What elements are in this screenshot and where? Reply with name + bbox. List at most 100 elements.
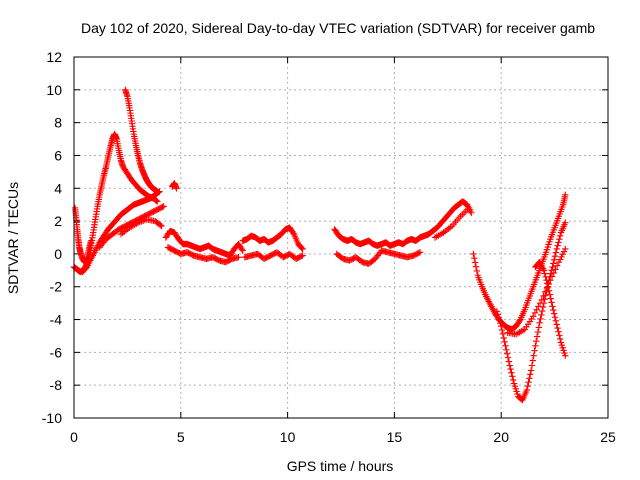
data-point [545,287,553,294]
data-point [509,376,517,384]
data-point [556,332,563,339]
y-tick-label: 12 [46,49,62,65]
data-point [525,379,532,386]
y-tick-label: -10 [42,410,62,426]
data-point [156,188,163,195]
data-point [298,244,305,252]
x-tick-label: 15 [387,429,403,445]
data-point [500,334,507,342]
data-point [535,324,542,331]
data-point [550,269,557,277]
data-point [465,204,473,212]
data-point [507,365,514,373]
data-point [495,314,502,321]
data-point [498,322,505,330]
data-point [540,292,547,300]
data-point [555,239,562,246]
data-point [498,326,506,334]
data-point [556,235,563,243]
data-points [70,86,569,404]
data-point [470,250,477,258]
data-point [542,273,549,281]
data-point [473,267,481,275]
data-point [501,338,508,346]
data-point [548,299,555,306]
data-point [524,382,531,390]
y-tick-label: 0 [54,246,62,262]
data-point [552,317,560,325]
data-point [535,303,542,310]
data-point [532,342,539,349]
data-point [550,306,557,314]
data-point [416,249,424,256]
y-tick-label: 4 [54,180,62,196]
data-point [523,386,531,394]
y-tick-label: 2 [54,213,62,229]
data-point [155,189,162,196]
data-point [415,249,422,257]
y-axis-label: SDTVAR / TECUs [5,182,21,294]
data-point [546,291,554,298]
data-point [539,307,546,315]
x-tick-label: 0 [70,429,78,445]
data-point [537,315,544,323]
data-point [173,185,180,192]
data-point [530,313,537,320]
data-point [239,247,246,254]
data-point [541,270,548,277]
x-tick-label: 20 [493,429,509,445]
data-point [527,371,534,378]
data-point [540,267,548,274]
plot-frame [73,56,609,419]
data-point [158,222,165,230]
data-point [544,280,551,287]
data-point [529,357,537,364]
data-point [562,352,569,359]
data-point [497,319,504,327]
data-point [471,254,478,262]
data-point [503,350,511,357]
data-point [533,333,541,340]
data-point [538,311,545,319]
data-point [87,237,95,244]
x-tick-label: 25 [600,429,616,445]
data-point [160,203,167,210]
data-point [542,288,549,296]
data-point [289,229,297,237]
data-point [154,198,161,205]
data-point [527,367,535,374]
data-point [235,253,242,261]
data-point [503,346,510,353]
data-point [472,263,480,270]
y-tick-label: 8 [54,115,62,131]
data-point [530,352,537,359]
data-point [493,308,501,315]
data-point [509,373,516,380]
data-point [553,262,561,269]
data-point [562,245,569,253]
data-point [506,362,513,369]
x-tick-label: 10 [280,429,296,445]
data-point [556,335,564,343]
data-point [536,319,543,327]
x-tick-label: 5 [177,429,185,445]
data-point [502,342,509,349]
data-point [534,328,542,336]
data-point [299,252,306,259]
data-point [238,246,246,253]
y-tick-label: -2 [50,279,63,295]
data-point [550,260,557,267]
data-point [553,321,560,328]
data-point [494,311,501,318]
data-point [508,369,515,376]
data-point [157,221,164,229]
data-point [538,296,545,304]
data-point [299,245,306,253]
data-point [533,338,540,345]
data-point [496,317,503,324]
data-point [531,347,538,354]
data-point [550,256,558,264]
data-point [562,191,569,199]
data-point [554,324,561,332]
